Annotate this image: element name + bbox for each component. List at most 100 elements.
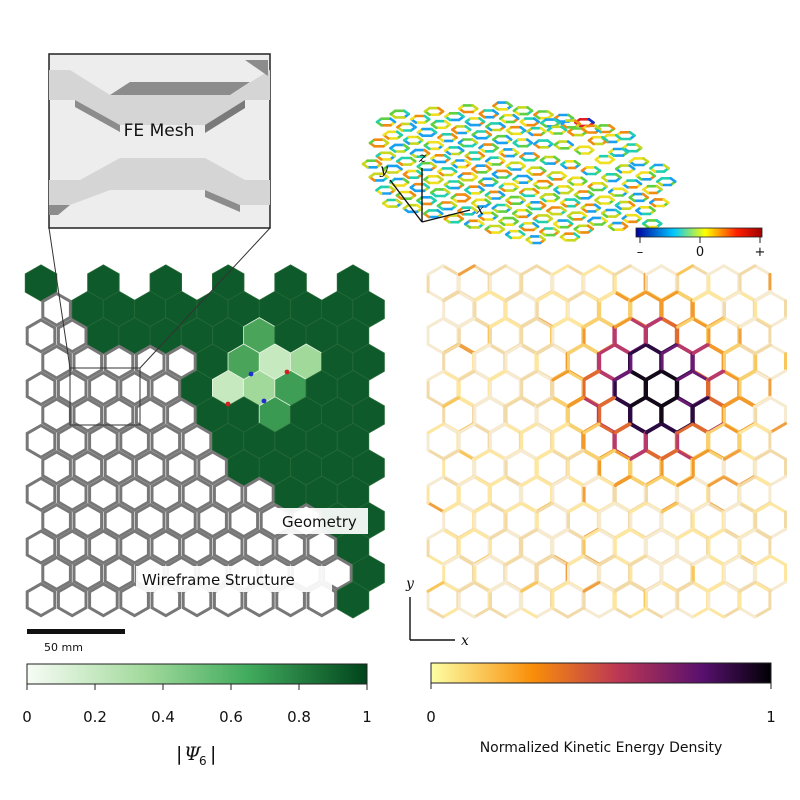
- defect-marker: [261, 398, 267, 404]
- lattice-edge: [520, 581, 539, 593]
- lattice-edge: [676, 264, 695, 276]
- lattice-edge: [675, 290, 694, 303]
- deformed-edge: [484, 198, 492, 205]
- deformed-edge: [484, 130, 493, 137]
- lattice-edge: [597, 581, 616, 593]
- psi6-tick-label: 0.4: [151, 708, 175, 726]
- deformed-edge: [566, 219, 574, 226]
- deformed-edge: [532, 187, 540, 194]
- deformed-edge: [491, 177, 499, 184]
- deformed-edge: [498, 156, 506, 163]
- lattice-edge: [457, 501, 475, 514]
- lattice-edge: [722, 264, 741, 276]
- lattice-edge: [644, 554, 663, 567]
- wireframe-structure-label: Wireframe Structure: [142, 571, 295, 589]
- geometry-cell: [336, 581, 370, 619]
- lattice-edge: [691, 290, 710, 303]
- wireframe-cell: [244, 476, 275, 512]
- deformed-edge: [491, 109, 500, 116]
- deformed-edge: [484, 164, 492, 171]
- lattice-edge: [535, 475, 553, 488]
- lattice-edge: [645, 528, 663, 540]
- lattice-edge: [738, 369, 757, 382]
- psi6-label-subscript: 6: [199, 754, 207, 768]
- wireframe-cell: [25, 370, 57, 407]
- lattice-edge: [613, 475, 632, 488]
- wireframe-cell: [88, 582, 119, 618]
- lattice-edge: [489, 528, 507, 540]
- lattice-edge: [613, 264, 632, 276]
- lattice-edge: [519, 449, 538, 461]
- lattice-edge: [598, 396, 617, 408]
- lattice-edge: [581, 396, 600, 408]
- deformed-edge: [635, 143, 643, 150]
- deformed-edge: [573, 198, 581, 205]
- lattice-edge: [659, 422, 678, 435]
- lattice-edge: [442, 343, 461, 356]
- lattice-edge: [581, 290, 600, 303]
- lattice-edge: [645, 475, 663, 488]
- lattice-edge: [504, 449, 523, 461]
- lattice-edge: [737, 501, 756, 514]
- deformed-edge: [512, 148, 520, 155]
- kinetic-energy-label: Normalized Kinetic Energy Density: [480, 740, 723, 756]
- lattice-edge: [457, 606, 476, 619]
- geometry-cell: [24, 264, 58, 302]
- deformed-edge: [655, 219, 663, 225]
- lattice-edge: [551, 528, 570, 540]
- lattice-edge: [520, 422, 539, 435]
- deformed-edge: [560, 125, 568, 132]
- lattice-edge: [457, 317, 476, 329]
- lattice-edge: [457, 343, 475, 356]
- lattice-edge: [472, 317, 491, 329]
- lattice-edge: [426, 581, 445, 593]
- lattice-edge: [582, 606, 601, 619]
- wireframe-cell: [134, 450, 166, 486]
- deformed-edge: [450, 201, 458, 208]
- honeycomb-lattice-left: [24, 264, 385, 619]
- lattice-edge: [457, 422, 476, 435]
- deformed-edge: [567, 113, 575, 120]
- wireframe-cell: [103, 397, 135, 433]
- lattice-edge: [753, 581, 772, 593]
- lattice-edge: [613, 554, 631, 567]
- deformed-edge: [436, 209, 444, 215]
- lattice-edge: [660, 554, 679, 567]
- lattice-edge: [535, 528, 553, 540]
- wireframe-cell: [72, 397, 104, 433]
- lattice-edge: [551, 369, 570, 382]
- deformed-edge: [608, 124, 616, 130]
- lattice-edge: [426, 422, 445, 435]
- deformed-edge: [532, 117, 541, 124]
- lattice-edge: [503, 581, 522, 593]
- deformed-edge: [505, 101, 513, 108]
- lattice-edge: [645, 606, 663, 619]
- displacement-colorbar: – 0 +: [635, 227, 766, 260]
- lattice-edge: [504, 396, 523, 408]
- lattice-edge: [706, 290, 725, 303]
- wireframe-cell: [41, 555, 72, 592]
- lattice-edge: [597, 264, 616, 276]
- lattice-edge: [754, 554, 773, 567]
- wireframe-cell: [119, 476, 150, 512]
- lattice-edge: [535, 343, 554, 356]
- lattice-edge: [706, 396, 725, 408]
- deformed-edge: [471, 104, 479, 110]
- lattice-edge: [488, 343, 507, 356]
- lattice-edge: [644, 501, 663, 514]
- lattice-edge: [551, 475, 570, 488]
- lattice-edge: [488, 554, 507, 567]
- deformed-edge: [443, 119, 452, 126]
- lattice-edge: [566, 422, 585, 435]
- lattice-edge: [473, 554, 492, 567]
- lattice-edge: [723, 501, 741, 514]
- lattice-edge: [738, 317, 757, 329]
- lattice-edge: [769, 474, 787, 487]
- lattice-edge: [706, 449, 725, 461]
- displacement-tick-label: +: [755, 245, 766, 260]
- lattice-edge: [473, 290, 492, 303]
- lattice-edge: [613, 528, 632, 540]
- lattice-edge: [738, 581, 757, 593]
- deformed-edge: [470, 172, 479, 179]
